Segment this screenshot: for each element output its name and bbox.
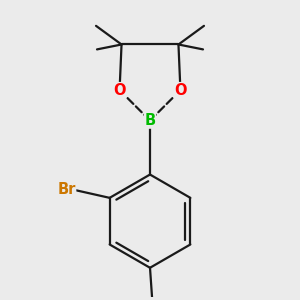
Text: O: O bbox=[113, 82, 126, 98]
Text: Br: Br bbox=[57, 182, 76, 196]
Text: B: B bbox=[144, 113, 156, 128]
Text: O: O bbox=[174, 82, 187, 98]
